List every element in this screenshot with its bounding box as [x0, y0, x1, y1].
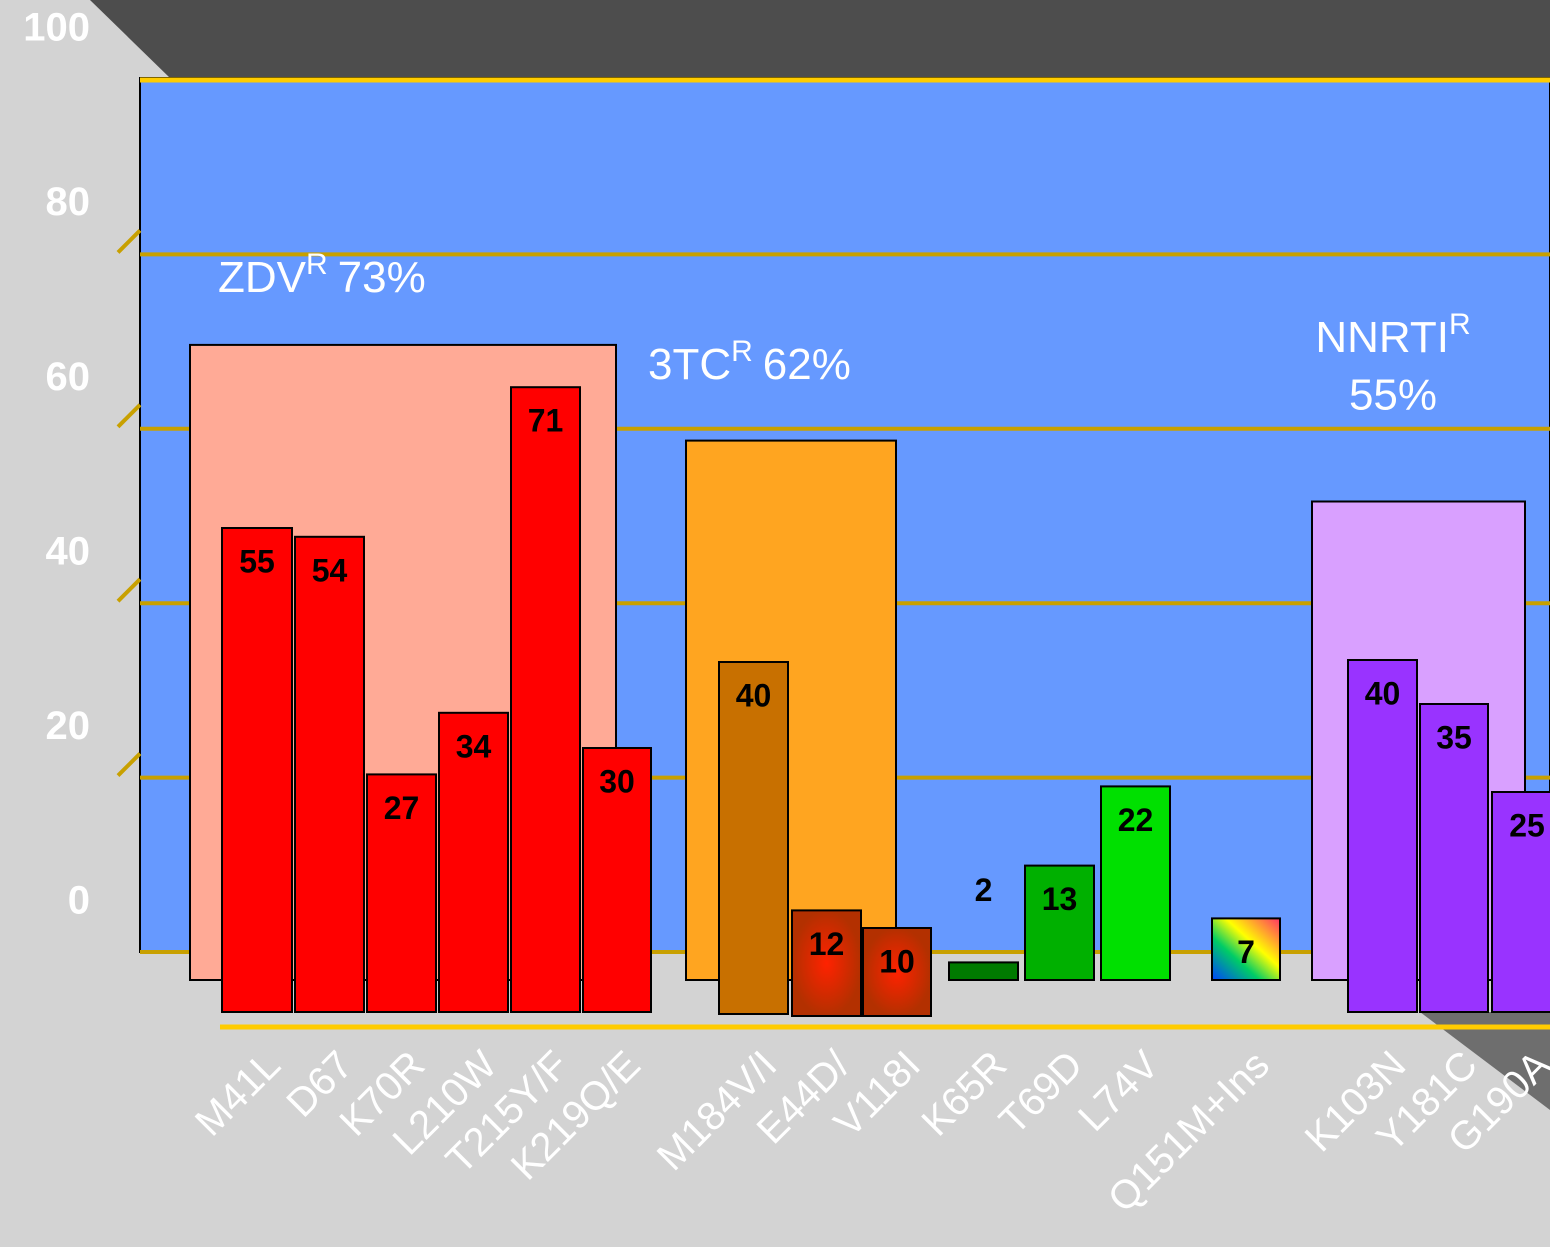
data-label: 40 [1365, 675, 1401, 711]
data-label: 71 [528, 403, 564, 439]
data-label: 2 [975, 872, 993, 908]
bar [1024, 864, 1095, 981]
data-label: 10 [879, 943, 915, 979]
group-name: NNRTI [1315, 313, 1449, 362]
bar [510, 386, 581, 1013]
bar [948, 961, 1019, 982]
group-value-label: 62% [763, 340, 851, 389]
y-tick-label: 60 [46, 355, 91, 399]
data-label: 54 [312, 552, 348, 588]
group-label: ZDVR 73% [218, 248, 426, 302]
bars [221, 386, 1550, 1018]
group-label: 3TCR 62% [648, 335, 851, 389]
y-tick-label: 0 [68, 879, 90, 923]
bar [1347, 659, 1418, 1013]
group-superscript: R [1449, 308, 1471, 341]
bar [366, 773, 437, 1014]
bar [582, 747, 652, 1013]
tick-mark [116, 228, 142, 254]
bar [791, 909, 862, 1018]
group-label: NNRTIR [1315, 308, 1470, 362]
group-superscript: R [731, 335, 753, 368]
data-label: 35 [1436, 719, 1472, 755]
y-tick-label: 100 [23, 6, 90, 50]
data-label: 40 [736, 677, 772, 713]
data-label: 34 [456, 728, 492, 764]
data-label: 27 [384, 790, 420, 826]
bar [294, 535, 365, 1013]
top-band [90, 0, 1550, 78]
group-value-label: 73% [338, 253, 426, 302]
tick-mark [116, 403, 142, 429]
bar [862, 927, 932, 1017]
bar [1491, 791, 1550, 1013]
bar [1100, 785, 1171, 982]
group-name: 3TC [648, 340, 731, 389]
group-name: ZDV [218, 253, 307, 302]
group-superscript: R [306, 248, 328, 281]
tick-mark [116, 577, 142, 603]
data-label: 25 [1509, 807, 1545, 843]
data-label: 30 [599, 763, 635, 799]
data-label: 7 [1237, 934, 1255, 970]
data-label: 22 [1118, 802, 1154, 838]
bar [1211, 917, 1281, 982]
data-label: 55 [239, 543, 275, 579]
floor-shadow [1420, 1012, 1550, 1110]
data-label: 12 [809, 926, 845, 962]
y-tick-label: 80 [46, 180, 91, 224]
y-tick-label: 20 [46, 704, 91, 748]
bar [438, 711, 509, 1013]
bar [718, 661, 789, 1015]
bar [1419, 703, 1489, 1013]
group-value-label: 55% [1349, 371, 1437, 420]
data-label: 13 [1042, 881, 1078, 917]
y-tick-label: 40 [46, 529, 91, 573]
bar [221, 527, 293, 1013]
group-box [685, 439, 897, 982]
tick-mark [116, 752, 142, 778]
